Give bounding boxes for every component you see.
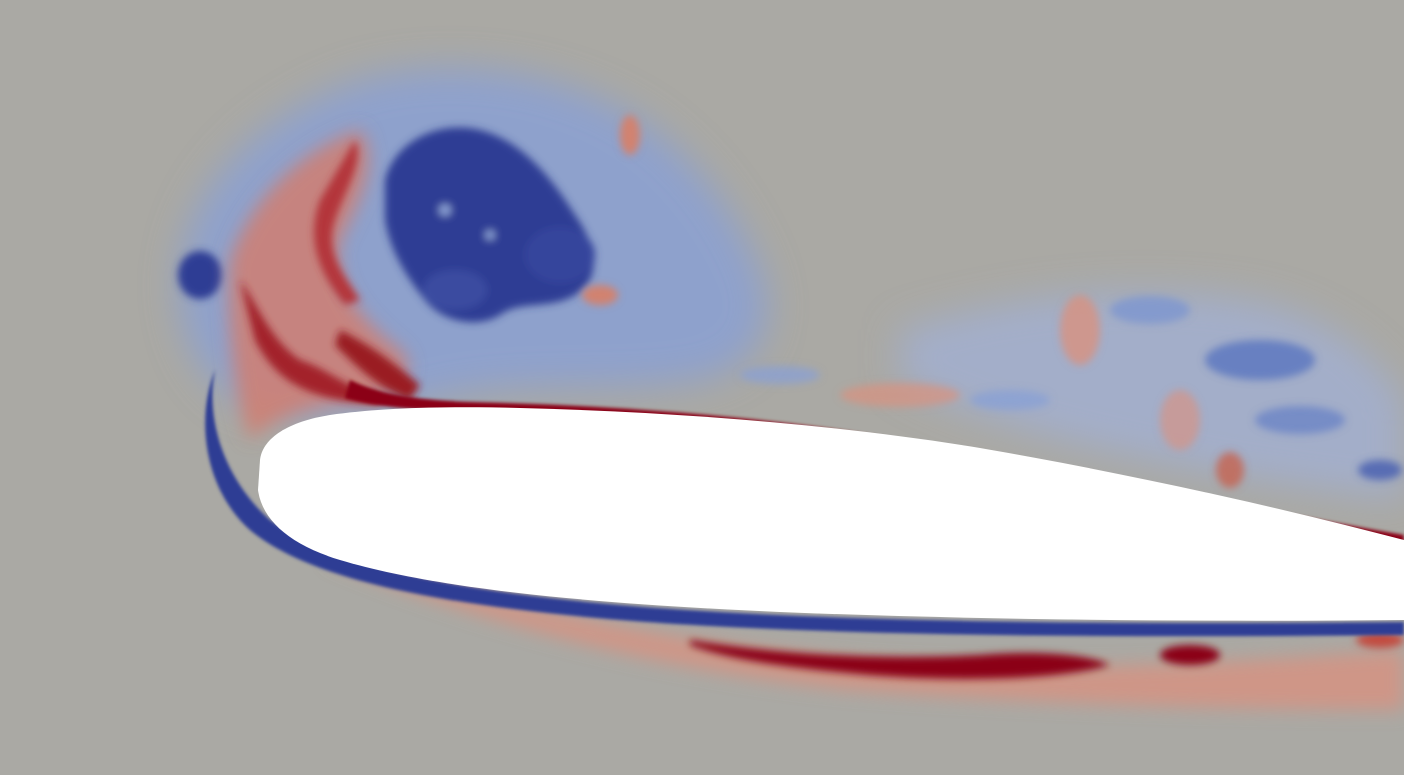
- pressure-side-shear: [330, 545, 1404, 710]
- vortex-core: [178, 127, 595, 323]
- wake-turbulence: [740, 295, 1402, 488]
- pressure-side-shear-core: [690, 632, 1404, 679]
- airfoil-body: [258, 407, 1404, 621]
